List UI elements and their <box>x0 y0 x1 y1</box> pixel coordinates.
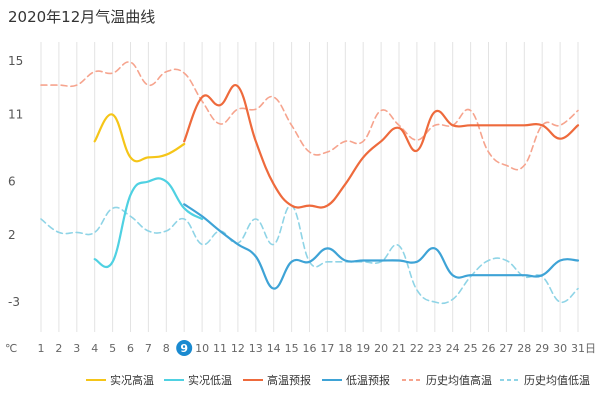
x-tick-label: 30 <box>553 342 567 355</box>
y-tick-label: 6 <box>8 175 16 189</box>
series-line-3 <box>183 203 580 290</box>
x-tick-label: 6 <box>127 342 134 355</box>
x-tick-label: 24 <box>446 342 460 355</box>
y-tick-label: -3 <box>8 295 20 309</box>
x-tick-label: 29 <box>535 342 549 355</box>
x-tick-label: 28 <box>517 342 531 355</box>
x-tick-label: 1 <box>38 342 45 355</box>
x-tick-label: 25 <box>464 342 478 355</box>
x-tick-label: 13 <box>249 342 263 355</box>
x-tick-label: 8 <box>163 342 170 355</box>
x-tick-label: 31日 <box>571 342 596 355</box>
x-tick-label: 26 <box>482 342 496 355</box>
x-tick-label: 23 <box>428 342 442 355</box>
highlight-day-marker <box>176 340 193 356</box>
x-tick-label: 5 <box>109 342 116 355</box>
y-tick-label: 11 <box>8 108 23 122</box>
x-tick-label: 14 <box>267 342 281 355</box>
legend-label-5: 历史均值低温 <box>524 374 590 387</box>
x-tick-label: 7 <box>145 342 152 355</box>
unit-label: ℃ <box>5 342 17 355</box>
x-tick-label: 2 <box>55 342 62 355</box>
x-tick-label: 17 <box>320 342 334 355</box>
legend-label-1: 实况低温 <box>188 373 232 387</box>
x-tick-label-highlighted: 9 <box>180 342 188 355</box>
legend-label-0: 实况高温 <box>110 373 154 387</box>
legend-label-3: 低温预报 <box>346 373 390 387</box>
x-tick-label: 20 <box>374 342 388 355</box>
x-tick-label: 3 <box>73 342 80 355</box>
x-tick-label: 11 <box>213 342 227 355</box>
x-tick-label: 15 <box>285 342 299 355</box>
y-tick-label: 2 <box>8 228 16 242</box>
x-tick-label: 21 <box>392 342 406 355</box>
x-tick-label: 12 <box>231 342 245 355</box>
x-tick-label: 16 <box>303 342 317 355</box>
x-tick-label: 27 <box>499 342 513 355</box>
x-tick-label: 19 <box>356 342 370 355</box>
series-line-2 <box>183 83 580 209</box>
x-tick-label: 22 <box>410 342 424 355</box>
y-tick-label: 15 <box>8 54 23 68</box>
x-tick-label: 10 <box>195 342 209 355</box>
legend-label-2: 高温预报 <box>267 373 311 387</box>
x-tick-label: 18 <box>338 342 352 355</box>
series-line-4 <box>40 61 579 171</box>
chart-title: 2020年12月气温曲线 <box>8 8 156 26</box>
legend-label-4: 历史均值高温 <box>426 373 492 387</box>
series-line-1 <box>93 177 204 269</box>
x-tick-label: 4 <box>91 342 98 355</box>
series-line-0 <box>93 113 186 163</box>
